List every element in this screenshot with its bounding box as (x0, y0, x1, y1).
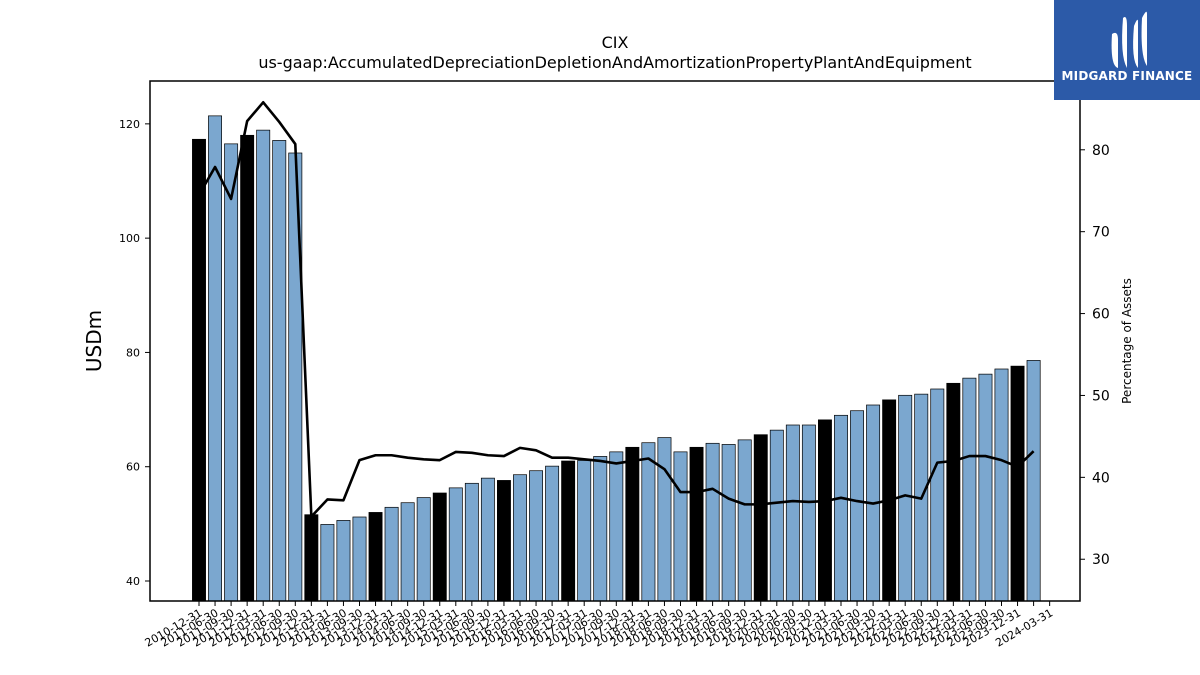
bar-2015-12-31 (513, 474, 527, 602)
y2-tick-label-30: 30 (1092, 552, 1110, 568)
bar-2011-09-30 (240, 134, 255, 602)
bar-2022-06-30 (930, 388, 945, 602)
bar-2016-09-30 (561, 460, 576, 602)
bar-2022-12-31 (962, 377, 977, 602)
bar-2019-12-31 (769, 429, 784, 602)
bar-2018-03-31 (657, 437, 672, 602)
bar-2017-12-31 (641, 442, 656, 602)
bar-2014-12-31 (448, 487, 463, 602)
bar-2014-03-31 (400, 502, 415, 602)
bar-2018-09-30 (689, 446, 704, 602)
bar-2023-06-30 (994, 368, 1009, 602)
bar-2010-12-31 (192, 138, 206, 602)
y-tick-label-100: 100 (119, 232, 140, 245)
bar-2020-12-31 (834, 414, 848, 602)
bar-2013-06-30 (352, 516, 367, 602)
chart-subtitle: us-gaap:AccumulatedDepreciationDepletion… (258, 53, 972, 72)
y2-axis-label: Percentage of Assets (1120, 278, 1134, 404)
bar-2011-03-31 (208, 115, 222, 602)
y2-tick-label-60: 60 (1092, 307, 1110, 323)
bar-2021-03-31 (850, 410, 865, 602)
bar-2012-09-30 (304, 514, 319, 602)
bar-2016-06-30 (545, 465, 560, 602)
bar-2014-06-30 (416, 497, 431, 602)
bar-2011-12-31 (256, 129, 271, 602)
bar-2021-12-31 (898, 394, 913, 602)
y-tick-label-120: 120 (119, 118, 140, 131)
bar-2018-06-30 (673, 451, 688, 602)
bar-2020-06-30 (801, 424, 816, 602)
bar-2020-09-30 (817, 419, 832, 602)
bar-2019-03-31 (721, 444, 736, 602)
bar-2012-06-30 (288, 152, 303, 602)
percentage-of-assets-line (197, 100, 1035, 518)
y2-tick-label-50: 50 (1092, 388, 1110, 404)
line-layer (197, 100, 1035, 518)
bar-2015-03-31 (464, 482, 479, 602)
bar-2023-12-31 (1026, 360, 1041, 602)
bar-2017-09-30 (625, 446, 640, 602)
bar-2019-09-30 (753, 434, 768, 602)
bars-layer (192, 115, 1041, 602)
chart-title: CIX (601, 33, 629, 52)
plot-frame (149, 80, 1081, 602)
logo-brand-text: MIDGARD FINANCE (1061, 69, 1193, 83)
bar-2022-09-30 (946, 382, 961, 602)
y2-tick-label-80: 80 (1092, 143, 1110, 159)
y2-tick-label-40: 40 (1092, 470, 1110, 486)
bar-2013-09-30 (368, 512, 383, 602)
bar-2011-06-30 (224, 143, 239, 602)
logo-mark-icon (1111, 11, 1147, 68)
bar-2015-09-30 (497, 480, 511, 602)
bar-2019-06-30 (737, 439, 752, 602)
y-tick-label-60: 60 (126, 461, 140, 474)
bar-2023-03-31 (978, 373, 993, 602)
bar-2013-12-31 (384, 506, 399, 602)
bar-2012-12-31 (320, 524, 335, 602)
y2-tick-label-70: 70 (1092, 225, 1110, 241)
y-axis-label: USDm (82, 310, 106, 372)
axes-layer: 4060801001203040506070802010-12-312011-0… (119, 80, 1110, 650)
bar-2015-06-30 (480, 477, 495, 602)
bar-2012-03-31 (272, 140, 287, 602)
bar-2020-03-31 (785, 424, 800, 602)
brand-logo: MIDGARD FINANCE (1054, 0, 1200, 100)
bar-2013-03-31 (336, 520, 351, 602)
bar-2018-12-31 (705, 442, 720, 602)
bar-2017-03-31 (593, 456, 608, 602)
bar-2014-09-30 (432, 492, 447, 602)
y-tick-label-80: 80 (126, 346, 140, 359)
bar-2016-12-31 (577, 460, 592, 602)
y-tick-label-40: 40 (126, 575, 140, 588)
bar-2023-09-30 (1010, 365, 1025, 602)
bar-2016-03-31 (529, 470, 544, 602)
bar-2017-06-30 (609, 451, 624, 602)
